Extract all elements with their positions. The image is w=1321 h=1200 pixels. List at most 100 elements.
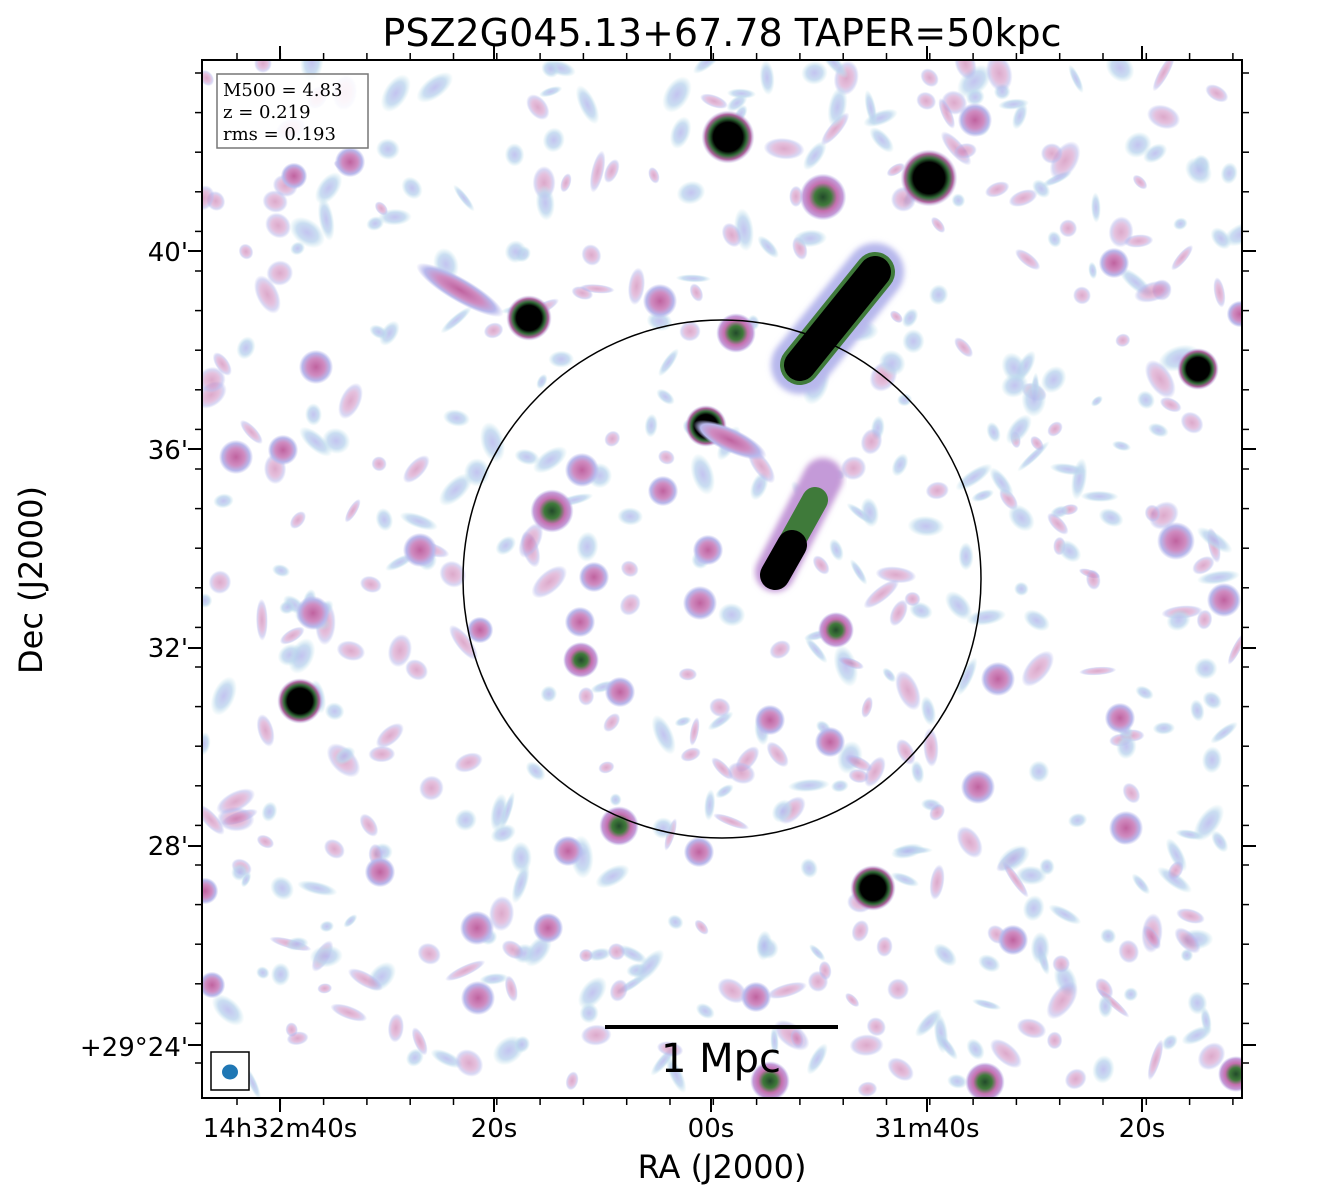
noise-blob bbox=[717, 977, 747, 1004]
noise-blob bbox=[1185, 157, 1212, 185]
noise-blob bbox=[279, 626, 305, 645]
noise-blob bbox=[288, 638, 316, 674]
noise-blob bbox=[1136, 390, 1156, 410]
noise-blob bbox=[1080, 490, 1119, 503]
y-tick-label: +29°24' bbox=[80, 1033, 188, 1063]
noise-blob bbox=[1047, 512, 1069, 535]
faint-source bbox=[202, 877, 219, 905]
noise-blob bbox=[1021, 381, 1047, 417]
noise-blob bbox=[589, 150, 606, 193]
noise-blob bbox=[208, 570, 232, 594]
noise-blob bbox=[840, 456, 867, 481]
noise-blob bbox=[542, 127, 565, 153]
noise-blob bbox=[887, 978, 910, 1001]
noise-blob bbox=[1123, 987, 1139, 1002]
x-tick-labels: 14h32m40s 20s 00s 31m40s 20s bbox=[203, 1114, 1166, 1144]
noise-blob bbox=[955, 463, 993, 491]
noise-blob bbox=[1073, 286, 1091, 305]
noise-blob bbox=[1100, 928, 1117, 945]
noise-blob bbox=[439, 560, 467, 588]
noise-blob bbox=[890, 872, 920, 887]
noise-blob bbox=[929, 864, 945, 901]
noise-blob bbox=[1030, 931, 1050, 965]
x-tick-label: 20s bbox=[471, 1114, 518, 1144]
noise-blob bbox=[289, 216, 325, 249]
x-tick-label: 14h32m40s bbox=[203, 1114, 358, 1144]
faint-source bbox=[960, 769, 996, 805]
noise-blob bbox=[1161, 1034, 1178, 1051]
noise-blob bbox=[239, 419, 263, 445]
noise-blob bbox=[956, 826, 983, 859]
faint-source bbox=[280, 162, 308, 190]
noise-blob bbox=[704, 789, 716, 821]
noise-blob bbox=[690, 453, 716, 495]
medium-source bbox=[716, 313, 756, 353]
noise-blob bbox=[603, 713, 621, 732]
faint-source bbox=[564, 452, 600, 488]
noise-blob bbox=[511, 863, 530, 904]
axis-ticks bbox=[188, 46, 1256, 1112]
medium-source bbox=[599, 806, 639, 846]
faint-source bbox=[647, 475, 679, 507]
noise-blob bbox=[1196, 609, 1213, 630]
noise-blob bbox=[989, 467, 1014, 498]
noise-blob bbox=[757, 235, 779, 259]
noise-blob bbox=[1088, 261, 1098, 280]
noise-blob bbox=[216, 788, 256, 815]
noise-blob bbox=[851, 919, 870, 943]
noise-blob bbox=[380, 74, 411, 113]
noise-blob bbox=[860, 428, 883, 455]
noise-blob bbox=[1015, 248, 1041, 271]
plot-frame bbox=[201, 59, 1243, 1099]
noise-blob bbox=[998, 98, 1030, 110]
noise-blob bbox=[860, 497, 880, 528]
noise-blob bbox=[504, 975, 518, 1002]
noise-blob bbox=[330, 1003, 368, 1022]
noise-blob bbox=[1190, 699, 1205, 722]
noise-blob bbox=[539, 85, 563, 98]
noise-blob bbox=[984, 181, 1010, 198]
noise-blob bbox=[576, 531, 599, 562]
noise-blob bbox=[713, 813, 750, 830]
noise-blob bbox=[376, 138, 400, 161]
noise-blob bbox=[445, 960, 486, 982]
noise-blob bbox=[1092, 1055, 1115, 1084]
faint-source bbox=[740, 981, 772, 1013]
noise-blob bbox=[1005, 414, 1032, 445]
bright-source bbox=[1177, 348, 1219, 390]
noise-blob bbox=[986, 421, 1001, 443]
noise-blob bbox=[951, 193, 966, 208]
y-tick-label: 32' bbox=[148, 634, 188, 664]
noise-blob bbox=[864, 756, 886, 788]
figure-title: PSZ2G045.13+67.78 TAPER=50kpc bbox=[382, 11, 1061, 55]
noise-blob bbox=[1021, 650, 1055, 687]
faint-source bbox=[578, 561, 610, 593]
noise-blob bbox=[1115, 333, 1131, 348]
noise-blob bbox=[907, 515, 945, 537]
noise-blob bbox=[202, 366, 226, 393]
noise-blob bbox=[1196, 526, 1233, 554]
noise-blob bbox=[265, 212, 292, 239]
noise-blob bbox=[627, 267, 646, 306]
faint-source bbox=[295, 595, 331, 631]
noise-blob bbox=[882, 667, 897, 683]
noise-blob bbox=[933, 943, 957, 967]
noise-blob bbox=[1196, 570, 1240, 585]
bright-source bbox=[701, 110, 755, 164]
noise-blob bbox=[387, 1013, 404, 1043]
noise-blob bbox=[845, 754, 873, 772]
noise-blob bbox=[861, 696, 873, 718]
noise-blob bbox=[1002, 861, 1029, 898]
noise-blob bbox=[1174, 927, 1201, 954]
noise-blob bbox=[806, 1043, 828, 1075]
noise-blob bbox=[579, 1002, 599, 1024]
noise-blob bbox=[1173, 217, 1188, 231]
noise-blob bbox=[1098, 508, 1124, 528]
noise-blob bbox=[1040, 143, 1063, 164]
noise-blob bbox=[1028, 760, 1050, 783]
noise-blob bbox=[925, 481, 949, 500]
medium-source bbox=[530, 489, 574, 533]
noise-blob bbox=[676, 180, 706, 205]
noise-blob bbox=[1047, 231, 1062, 248]
medium-source bbox=[965, 1062, 1005, 1098]
